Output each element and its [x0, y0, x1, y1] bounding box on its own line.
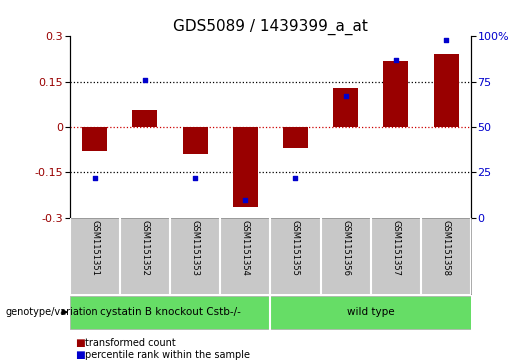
- Bar: [233, 127, 258, 207]
- Text: ■: ■: [75, 350, 84, 360]
- Point: [392, 57, 400, 63]
- Text: GSM1151356: GSM1151356: [341, 220, 350, 276]
- Bar: [270, 296, 471, 329]
- Point: [341, 93, 350, 99]
- Text: cystatin B knockout Cstb-/-: cystatin B knockout Cstb-/-: [99, 307, 241, 317]
- Point: [442, 37, 450, 43]
- Text: transformed count: transformed count: [85, 338, 176, 348]
- Bar: [283, 127, 308, 148]
- Point: [91, 175, 99, 181]
- Bar: [333, 88, 358, 127]
- Bar: [182, 127, 208, 154]
- Point: [241, 197, 249, 203]
- Point: [141, 77, 149, 83]
- Text: GSM1151358: GSM1151358: [442, 220, 451, 276]
- Title: GDS5089 / 1439399_a_at: GDS5089 / 1439399_a_at: [173, 19, 368, 35]
- Text: GSM1151353: GSM1151353: [191, 220, 199, 276]
- Text: GSM1151355: GSM1151355: [291, 220, 300, 276]
- Text: wild type: wild type: [347, 307, 394, 317]
- Text: GSM1151351: GSM1151351: [90, 220, 99, 276]
- Bar: [82, 127, 107, 151]
- Text: GSM1151357: GSM1151357: [391, 220, 400, 276]
- Text: GSM1151354: GSM1151354: [241, 220, 250, 276]
- Bar: [383, 61, 408, 127]
- Text: genotype/variation: genotype/variation: [5, 307, 98, 317]
- Bar: [70, 296, 270, 329]
- Text: percentile rank within the sample: percentile rank within the sample: [85, 350, 250, 360]
- Bar: [132, 110, 158, 127]
- Point: [191, 175, 199, 181]
- Point: [291, 175, 300, 181]
- Text: GSM1151352: GSM1151352: [141, 220, 149, 276]
- Text: ■: ■: [75, 338, 84, 348]
- Bar: [434, 54, 459, 127]
